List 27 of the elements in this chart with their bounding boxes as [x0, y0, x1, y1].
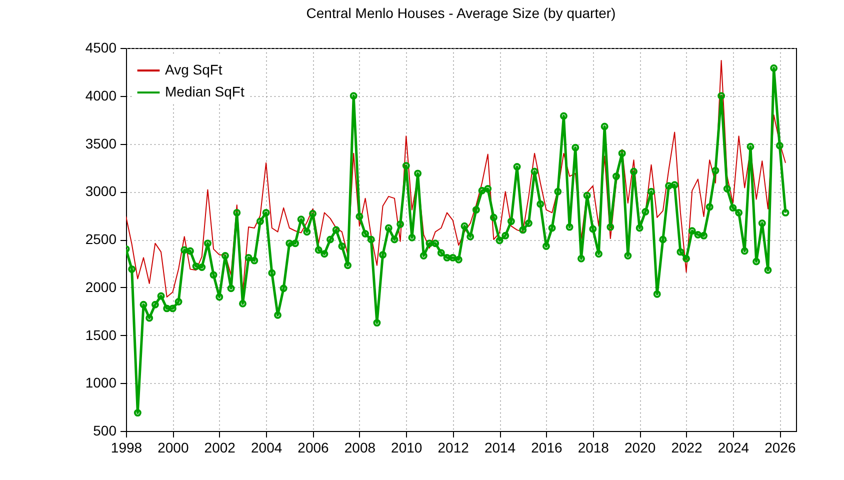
x-tick-label: 2018: [578, 440, 610, 456]
y-tick-label: 1000: [85, 374, 117, 391]
y-tick-label: 4000: [85, 87, 117, 104]
y-tick-label: 3000: [85, 183, 117, 200]
x-tick-label: 2002: [204, 440, 236, 456]
x-tick-label: 2022: [671, 440, 703, 456]
x-tick-label: 2016: [531, 440, 562, 456]
x-tick-label: 2026: [764, 440, 796, 456]
y-tick-label: 2000: [85, 278, 117, 295]
y-tick-label: 3500: [85, 135, 117, 152]
x-tick-label: 2010: [391, 440, 422, 456]
y-tick-label: 1500: [85, 326, 117, 343]
x-tick-label: 2020: [624, 440, 656, 456]
legend-label: Avg SqFt: [165, 62, 222, 78]
x-tick-label: 2008: [344, 440, 376, 456]
x-tick-label: 2014: [484, 440, 516, 456]
chart-title: Central Menlo Houses - Average Size (by quarter): [306, 5, 616, 21]
y-tick-label: 500: [93, 422, 117, 438]
y-tick-label: 4500: [85, 40, 117, 56]
x-tick-label: 2004: [250, 440, 282, 456]
x-tick-label: 2012: [438, 440, 470, 456]
legend-label: Median SqFt: [165, 84, 244, 100]
y-tick-label: 2500: [85, 231, 117, 247]
x-tick-label: 1998: [110, 440, 142, 456]
x-tick-label: 2000: [158, 440, 189, 456]
x-tick-label: 2024: [718, 440, 750, 456]
x-tick-label: 2006: [298, 440, 330, 456]
